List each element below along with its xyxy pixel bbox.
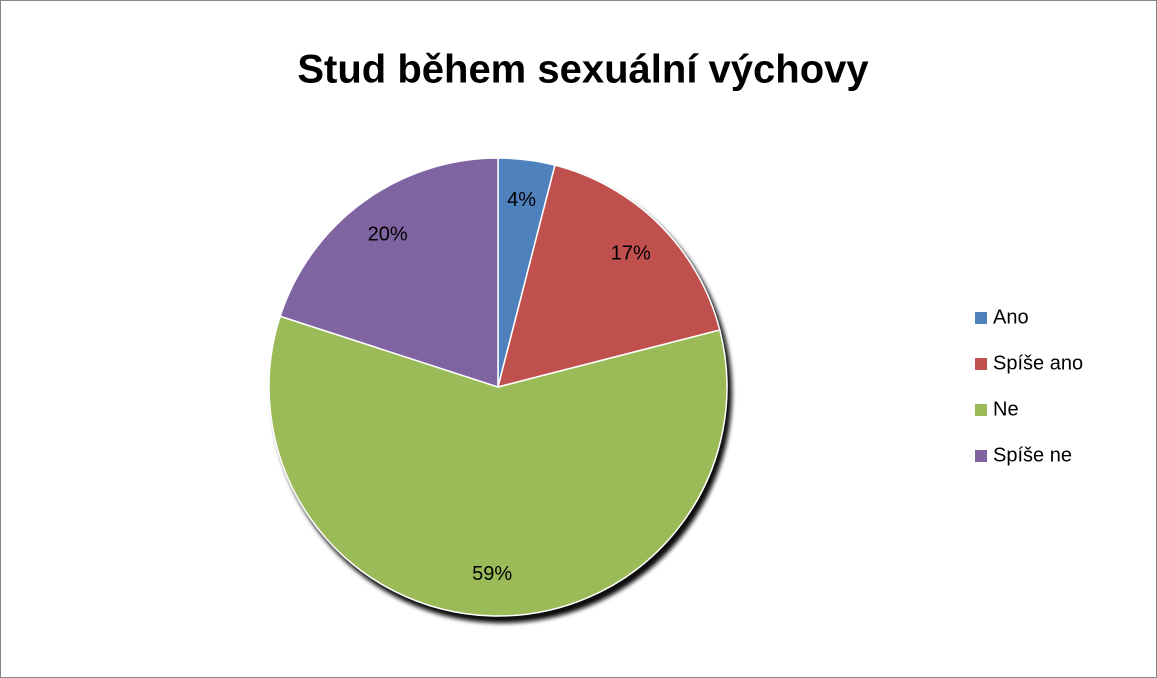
legend-swatch	[975, 312, 987, 324]
legend-label: Ne	[993, 398, 1019, 420]
data-label: 20%	[368, 223, 408, 245]
pie-slice	[268, 315, 728, 617]
data-label: 17%	[611, 243, 651, 265]
legend-swatch	[975, 404, 987, 416]
legend-label: Spíše ne	[993, 444, 1072, 466]
pie-slice	[496, 164, 721, 389]
legend-swatch	[975, 450, 987, 462]
data-label: 4%	[507, 189, 536, 211]
legend-swatch	[975, 358, 987, 370]
chart-title: Stud během sexuální výchovy	[297, 48, 869, 92]
legend-label: Ano	[993, 306, 1029, 328]
pie-slice	[279, 157, 499, 389]
data-label: 59%	[472, 563, 512, 585]
legend-label: Spíše ano	[993, 352, 1083, 374]
